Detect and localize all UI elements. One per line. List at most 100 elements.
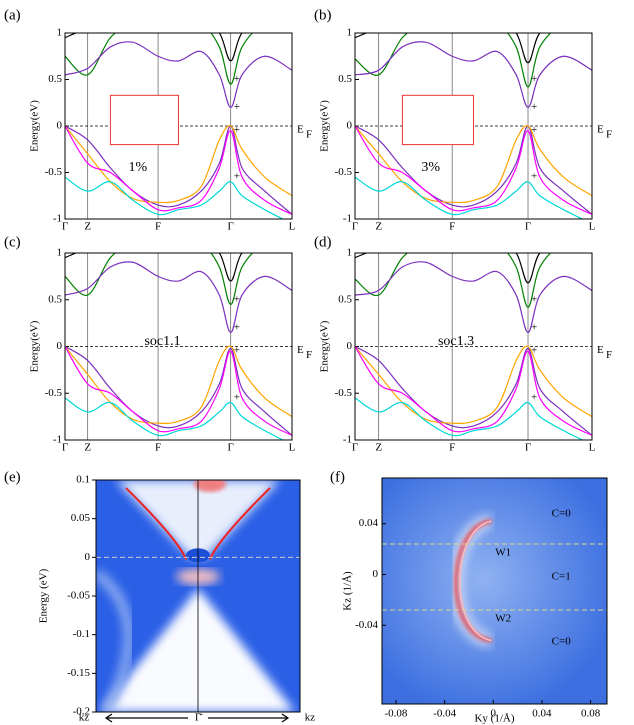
x-tick-label: Γ (228, 221, 234, 233)
x-tick-label: Z (84, 221, 91, 233)
y-axis-label: Energy(eV) (319, 100, 331, 152)
y-tick-label: 0.5 (338, 293, 352, 305)
weyl-marker: + (234, 345, 240, 357)
band (355, 253, 552, 308)
y-tick-label: 0 (373, 568, 379, 580)
x-tick-label: L (289, 442, 296, 454)
x-label: kz (79, 712, 90, 724)
map-bg (382, 478, 607, 704)
y-tick-label: -1 (343, 213, 352, 225)
band (355, 33, 552, 88)
y-tick-label: 1 (57, 247, 63, 259)
weyl-marker: + (234, 293, 240, 305)
y-tick-label: 0 (57, 340, 63, 352)
y-tick-label: -0.5 (45, 387, 63, 399)
weyl-label: W1 (495, 547, 511, 559)
surface-state (125, 487, 187, 560)
y-tick-label: -1 (343, 434, 352, 446)
arrow (104, 713, 290, 723)
frame (354, 32, 593, 220)
x-tick-label: L (589, 442, 596, 454)
fermi-label: E (297, 124, 304, 136)
weyl-marker: + (531, 171, 537, 183)
x-tick-label: F (155, 221, 161, 233)
frame (354, 252, 593, 441)
x-tick-label: 0.08 (581, 708, 601, 720)
panel-label: (b) (314, 7, 332, 23)
weyl-marker: + (531, 391, 537, 403)
fermi-arc (459, 520, 492, 642)
y-tick-label: 0.5 (48, 73, 62, 85)
y-tick-label: 0 (85, 551, 91, 563)
y-tick-label: -1 (53, 213, 62, 225)
panel-label: (c) (4, 234, 21, 250)
band (355, 345, 592, 425)
band (65, 345, 292, 436)
x-tick-label: Z (375, 442, 382, 454)
y-tick-label: 0.04 (359, 517, 379, 529)
y-tick-label: 1 (347, 247, 353, 259)
weyl-marker: + (531, 321, 537, 333)
band (355, 176, 584, 219)
y-tick-label: 0.5 (338, 73, 352, 85)
x-tick-label: Γ (352, 442, 358, 454)
weyl-marker: + (531, 345, 537, 357)
band (355, 125, 592, 215)
panel-label: (a) (4, 7, 21, 23)
panel-label: (f) (330, 469, 345, 485)
fermi-sub: F (606, 129, 612, 141)
panel-label: (e) (4, 469, 21, 485)
fermi-label: E (597, 124, 604, 136)
y-tick-label: -0.15 (67, 667, 90, 679)
band (355, 345, 592, 436)
band (65, 253, 243, 282)
panel-note: 3% (421, 160, 440, 175)
x-label: kz (305, 712, 316, 724)
band (355, 125, 592, 204)
band (65, 346, 292, 436)
frame (64, 32, 293, 220)
band (355, 261, 592, 334)
y-axis-label: Kz (1/Å) (342, 571, 354, 611)
y-tick-label: -0.2 (73, 706, 90, 718)
x-tick-label: L (289, 221, 296, 233)
x-tick-label: -0.04 (433, 708, 456, 720)
y-tick-label: 1 (347, 27, 353, 39)
y-tick-label: -0.04 (355, 619, 378, 631)
panel-note: soc1.3 (438, 334, 474, 349)
panel-note: 1% (129, 160, 148, 175)
x-tick-label: F (449, 442, 455, 454)
band (65, 253, 254, 306)
weyl-marker: + (234, 73, 240, 85)
x-axis-label: Ky (1/Å) (474, 713, 514, 725)
y-tick-label: -1 (53, 434, 62, 446)
x-tick-label: L (589, 221, 596, 233)
x-tick-label: 0 (491, 708, 497, 720)
band (65, 33, 254, 85)
band (355, 41, 592, 109)
band (355, 125, 592, 215)
band (65, 125, 292, 204)
fermi-label: E (597, 344, 604, 356)
x-tick-label: -0.08 (385, 708, 408, 720)
chern-label: C=0 (552, 508, 572, 520)
y-axis-label: Energy(eV) (29, 100, 41, 152)
panel-note: soc1.1 (144, 334, 180, 349)
band (65, 33, 243, 62)
fermi-label: E (297, 344, 304, 356)
x-tick-label: F (449, 221, 455, 233)
blue-band (96, 568, 134, 712)
y-axis-label: Energy (eV) (38, 568, 50, 623)
x-label: Γ̄ (195, 712, 203, 724)
red-blob (194, 480, 226, 492)
y-tick-label: -0.5 (335, 387, 353, 399)
chern-label: C=1 (552, 571, 571, 583)
band (65, 345, 292, 425)
band (65, 397, 285, 440)
x-tick-label: 0.04 (532, 708, 552, 720)
x-tick-label: Z (375, 221, 382, 233)
y-tick-label: 0 (57, 120, 63, 132)
inset (401, 94, 474, 146)
y-tick-label: 1 (57, 27, 63, 39)
